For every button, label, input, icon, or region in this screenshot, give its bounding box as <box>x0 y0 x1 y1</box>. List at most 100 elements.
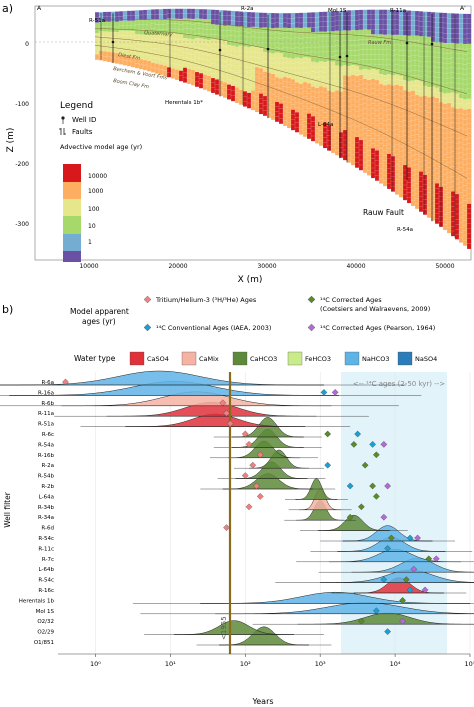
x-tick-label: 10000 <box>79 263 98 270</box>
row-label: Herentals 1b <box>19 598 55 604</box>
ages-title-line1: Model apparent <box>70 307 129 316</box>
x-tick-label: 10⁴ <box>390 660 401 668</box>
age-point <box>219 399 227 407</box>
ridge <box>219 626 309 646</box>
ridge <box>317 514 390 531</box>
water-type-label: CaHCO3 <box>250 355 277 363</box>
c14-coetsiers-marker-icon <box>307 295 316 304</box>
age-point <box>358 617 365 625</box>
row-label: R-2a <box>42 463 54 469</box>
age-point <box>350 441 358 448</box>
x-axis-title: X (m) <box>238 275 263 285</box>
age-point <box>354 430 361 438</box>
row-label: R-11c <box>38 546 54 552</box>
age-point <box>373 493 380 500</box>
row-label: R-7c <box>42 557 54 563</box>
age-point <box>241 430 249 438</box>
layer-label: Diest Fm <box>118 52 141 62</box>
layer-label: Quaternary <box>144 30 174 38</box>
water-type-label: CaMix <box>199 355 219 363</box>
row-label: O2/29 <box>37 630 54 636</box>
well-filter-axis-title: Well filter <box>3 491 12 528</box>
age-point <box>414 534 421 542</box>
age-point <box>253 482 260 490</box>
row-label: R-16c <box>38 588 54 594</box>
y-tick-label: -300 <box>15 221 29 228</box>
row-label: R-6c <box>42 432 54 438</box>
age-point <box>361 461 369 469</box>
water-type-label: NaSO4 <box>415 355 437 363</box>
age-type-label: Tritium/Helium-3 (³H/³He) Ages <box>155 296 257 304</box>
row-label: O1/851 <box>34 640 54 646</box>
y-tick-label: -100 <box>15 101 29 108</box>
panel-a-x-axis: 10000 20000 30000 40000 50000 X (m) <box>79 263 454 285</box>
age-point <box>373 607 380 615</box>
row-label: R-11a <box>38 411 54 417</box>
legend-title: Legend <box>60 101 93 111</box>
age-point <box>324 430 331 438</box>
water-type-label: FeHCO3 <box>305 355 331 363</box>
row-label: R-2b <box>41 484 54 490</box>
c14-pearson-marker-icon <box>307 323 316 332</box>
row-label: Mol 1S <box>36 609 55 615</box>
ridge-plot: <-- ¹⁴C ages (2-50 kyr) --> <1955 R-6aR-… <box>0 370 474 706</box>
x-tick-label: 10⁵ <box>465 660 474 668</box>
age-point <box>373 451 380 459</box>
x-tick-label: 10¹ <box>165 660 176 668</box>
age-point <box>384 628 391 635</box>
layer-label: Boom Clay Fm <box>113 78 150 90</box>
water-type-title: Water type <box>74 354 116 363</box>
age-type-label: ¹⁴C Corrected Ages (Pearson, 1964) <box>320 324 435 332</box>
panel-a-legend: Legend Well ID Faults Advective model ag… <box>59 101 142 262</box>
water-type-swatch <box>397 351 413 366</box>
age-point <box>410 565 418 573</box>
row-label: R-6d <box>41 526 54 532</box>
well-label-herentals: Herentals 1b* <box>165 100 203 106</box>
age-points <box>62 378 440 635</box>
age-point <box>399 597 406 604</box>
row-label: R-6a <box>42 380 54 386</box>
age-point <box>249 461 257 469</box>
age-point <box>241 472 249 479</box>
colorbar-tick: 10 <box>88 223 96 230</box>
ridge <box>200 591 470 604</box>
layer-label: Rauw Fm <box>368 40 391 46</box>
row-label: R-54a <box>38 442 54 448</box>
tritium-marker-icon <box>143 295 152 304</box>
well-label-l64a: L-64a <box>318 122 333 128</box>
age-point <box>245 441 253 448</box>
y-tick-label: 0 <box>25 41 29 48</box>
age-point <box>380 513 388 521</box>
row-label: R-34b <box>38 505 55 511</box>
water-type-label: CaSO4 <box>147 355 169 363</box>
panel-a-y-axis: Z (m) 0 -100 -200 -300 <box>6 41 29 228</box>
age-point <box>384 545 391 552</box>
x-tick-label: 40000 <box>346 263 365 270</box>
x-tick-label: 50000 <box>435 263 454 270</box>
age-point <box>369 441 376 448</box>
age-point <box>380 576 388 583</box>
well-label-r11a: R-11a <box>390 8 406 14</box>
row-label: L-64a <box>39 494 54 500</box>
corner-label-right: A' <box>460 5 466 12</box>
age-point <box>256 451 264 459</box>
well-label-mol1s: Mol 1S <box>328 8 347 14</box>
colorbar-tick: 10000 <box>88 173 107 180</box>
age-point <box>324 461 331 469</box>
panel-a-label: a) <box>2 2 13 15</box>
row-label: R-34a <box>38 515 54 521</box>
x-tick-label: 30000 <box>257 263 276 270</box>
ridge <box>342 525 433 542</box>
corner-label-left: A <box>37 5 42 12</box>
age-point <box>406 586 414 594</box>
water-type-swatch <box>129 351 145 366</box>
well-label-r51a: R-51a <box>89 18 105 24</box>
age-point <box>358 503 365 511</box>
legend-fault-label: Faults <box>72 128 93 136</box>
fault-marker-icon <box>59 128 66 135</box>
rauw-fault-label: Rauw Fault <box>363 208 404 217</box>
age-point <box>256 493 264 500</box>
age-point <box>403 576 410 583</box>
age-point <box>245 503 253 511</box>
